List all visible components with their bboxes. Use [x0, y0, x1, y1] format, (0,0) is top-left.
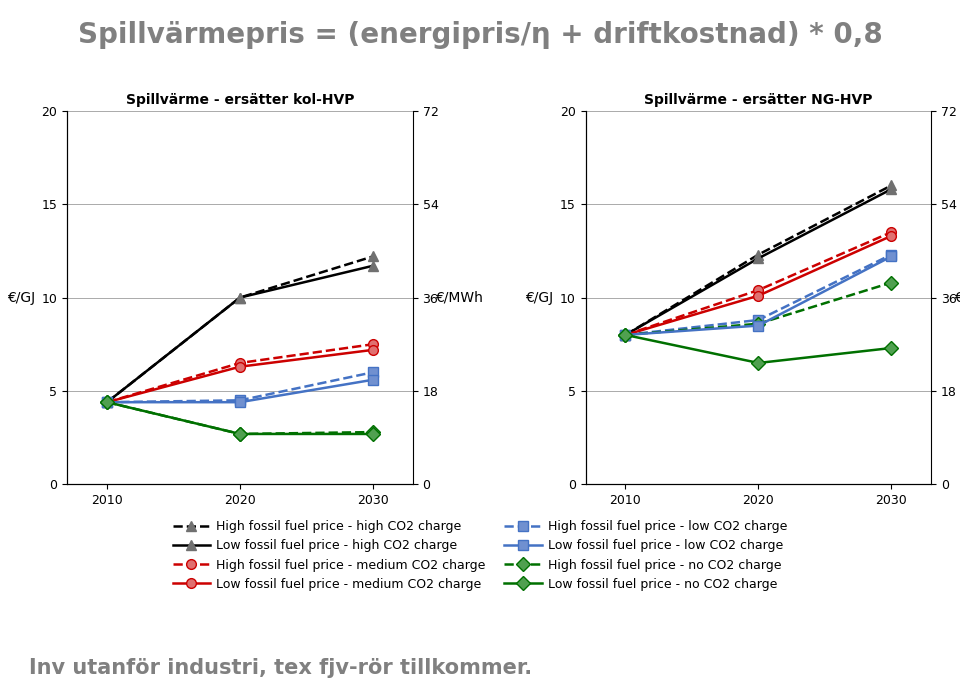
Y-axis label: €/GJ: €/GJ: [525, 291, 553, 304]
Y-axis label: €/MWh: €/MWh: [953, 291, 960, 304]
Y-axis label: €/GJ: €/GJ: [7, 291, 35, 304]
Text: Spillvärmepris = (energipris/η + driftkostnad) * 0,8: Spillvärmepris = (energipris/η + driftko…: [78, 21, 882, 48]
Y-axis label: €/MWh: €/MWh: [435, 291, 483, 304]
Text: Inv utanför industri, tex fjv-rör tillkommer.: Inv utanför industri, tex fjv-rör tillko…: [29, 658, 532, 678]
Title: Spillvärme - ersätter NG-HVP: Spillvärme - ersätter NG-HVP: [644, 93, 873, 107]
Title: Spillvärme - ersätter kol-HVP: Spillvärme - ersätter kol-HVP: [126, 93, 354, 107]
Legend: High fossil fuel price - high CO2 charge, Low fossil fuel price - high CO2 charg: High fossil fuel price - high CO2 charge…: [167, 515, 793, 596]
